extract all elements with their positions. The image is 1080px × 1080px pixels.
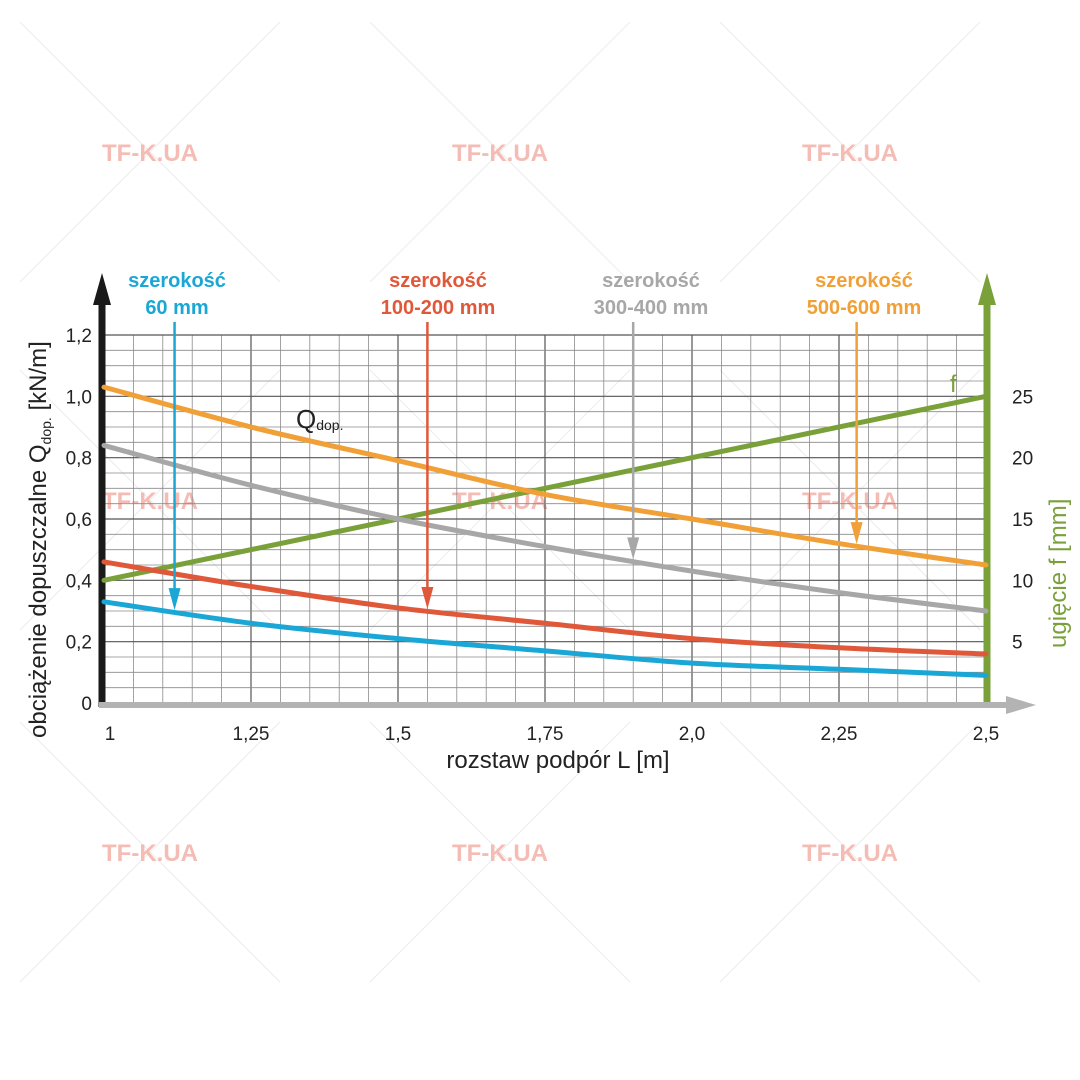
x-axis-title: rozstaw podpór L [m]	[446, 747, 669, 774]
watermark-line	[719, 21, 981, 283]
series-label-title-0: szerokość	[128, 270, 226, 292]
y-tick-label: 1,2	[66, 326, 92, 347]
series-line-deflection-f	[101, 393, 989, 583]
x-tick-label: 2,25	[821, 724, 858, 745]
series-line-1	[101, 559, 989, 657]
y-tick-label: 0,8	[66, 449, 92, 470]
watermark-line	[369, 721, 631, 983]
series-label-title-1: szerokość	[389, 270, 487, 292]
tick-labels: 1 1,25 1,5 1,75 2,0 2,25 2,500,20,40,60,81,01,…	[66, 326, 1034, 745]
watermark: TF-K.UA	[802, 840, 898, 867]
watermark: TF-K.UA	[102, 488, 198, 515]
y-tick-label: 0	[81, 694, 92, 715]
y2-tick-label: 25	[1012, 387, 1033, 408]
watermark: TF-K.UA	[102, 840, 198, 867]
x-tick-label: 1	[105, 724, 116, 745]
y2-axis-title: ugięcie f [mm]	[1045, 499, 1072, 648]
watermarks: TF-K.UA TF-K.UA TF-K.UA TF-K.UA TF-K.UA TF-K.…	[19, 21, 981, 983]
y-tick-label: 0,6	[66, 510, 92, 531]
x-tick-label: 1,5	[385, 724, 411, 745]
series-lines	[101, 384, 989, 678]
watermark-line	[19, 21, 281, 283]
deflection-label: f	[950, 371, 957, 398]
series-label-title-3: szerokość	[815, 270, 913, 292]
y-axis-title: obciążenie dopuszczalne Qdop. [kN/m]	[25, 341, 54, 738]
watermark: TF-K.UA	[102, 140, 198, 167]
y-axis-arrow-icon	[93, 273, 111, 305]
series-line-2	[101, 442, 989, 614]
series-line-3	[101, 384, 989, 568]
x-tick-label: 1,75	[527, 724, 564, 745]
series-label-title-2: szerokość	[602, 270, 700, 292]
x-tick-label: 1,25	[233, 724, 270, 745]
y2-axis-arrow-icon	[978, 273, 996, 305]
y2-tick-label: 20	[1012, 449, 1033, 470]
x-axis-arrow-icon	[1006, 696, 1036, 714]
series-arrow-head-icon	[850, 522, 863, 545]
watermark: TF-K.UA	[452, 840, 548, 867]
x-tick-label: 2,5	[973, 724, 999, 745]
series-arrows	[168, 322, 863, 611]
series-arrow-head-icon	[421, 587, 434, 609]
axes	[93, 273, 1036, 714]
y2-tick-label: 15	[1012, 510, 1033, 531]
q-curve-label: Qdop.	[296, 404, 343, 434]
watermark: TF-K.UA	[452, 140, 548, 167]
watermark-line	[719, 721, 981, 983]
watermark: TF-K.UA	[802, 488, 898, 515]
watermark: TF-K.UA	[802, 140, 898, 167]
series-label-width-3: 500-600 mm	[807, 297, 922, 319]
y-tick-label: 0,2	[66, 633, 92, 654]
series-label-width-2: 300-400 mm	[594, 297, 709, 319]
y-tick-label: 0,4	[66, 571, 93, 592]
y-tick-label: 1,0	[66, 387, 92, 408]
series-arrow-head-icon	[168, 588, 181, 611]
watermark-line	[19, 721, 281, 983]
watermark-line	[719, 369, 981, 631]
y2-tick-label: 10	[1012, 571, 1033, 592]
watermark-line	[369, 21, 631, 283]
y2-tick-label: 5	[1012, 633, 1023, 654]
series-label-width-0: 60 mm	[145, 297, 208, 319]
series-line-0	[101, 599, 989, 678]
series-label-width-1: 100-200 mm	[381, 297, 496, 319]
chart-labels: rozstaw podpór L [m] obciążenie dopuszcza…	[25, 270, 1072, 774]
watermark-line	[19, 369, 281, 631]
x-tick-label: 2,0	[679, 724, 705, 745]
series-arrow-head-icon	[627, 537, 640, 560]
